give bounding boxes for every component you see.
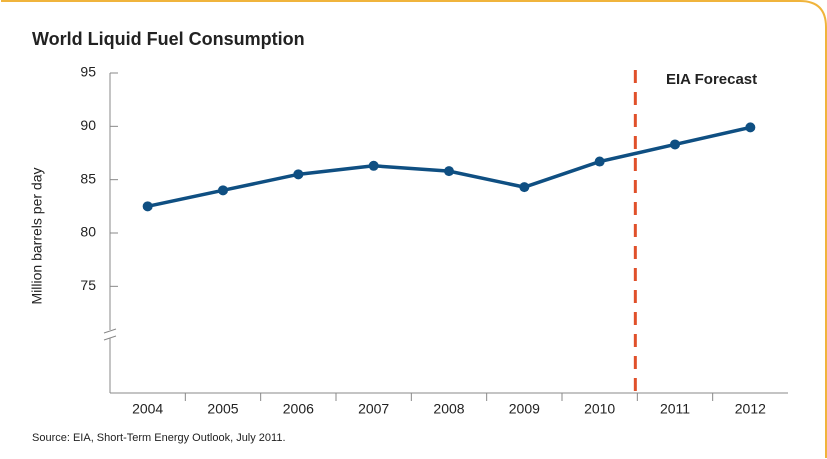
x-tick-label: 2006 <box>283 401 314 417</box>
x-tick-label: 2011 <box>660 401 690 417</box>
x-tick-label: 2012 <box>735 401 766 417</box>
point <box>368 160 379 171</box>
source: Source: EIA, Short-Term Energy Outlook, … <box>32 432 286 444</box>
y-tick-label: 85 <box>80 170 96 186</box>
point <box>218 185 228 196</box>
point <box>519 182 530 193</box>
x-tick-label: 2007 <box>358 401 389 417</box>
point <box>670 139 680 150</box>
point <box>142 201 153 212</box>
x-tick-label: 2008 <box>433 401 464 417</box>
annotation: EIA Forecast <box>666 71 757 88</box>
y-tick-label: 95 <box>80 64 96 80</box>
y-tick-label: 90 <box>80 117 96 133</box>
x-tick-label: 2004 <box>132 401 163 417</box>
axis-break <box>103 328 117 341</box>
x-tick-label: 2009 <box>509 401 540 417</box>
point <box>594 156 605 167</box>
y-tick-label: 80 <box>80 224 96 240</box>
y-axis-label: Million barrels per day <box>29 168 45 305</box>
chart-title: World Liquid Fuel Consumption <box>32 29 305 49</box>
x-tick-label: 2005 <box>207 401 238 417</box>
point <box>444 166 454 177</box>
point <box>745 122 756 133</box>
point <box>293 169 304 180</box>
y-tick-label: 75 <box>80 277 96 293</box>
x-tick-label: 2010 <box>584 401 615 417</box>
